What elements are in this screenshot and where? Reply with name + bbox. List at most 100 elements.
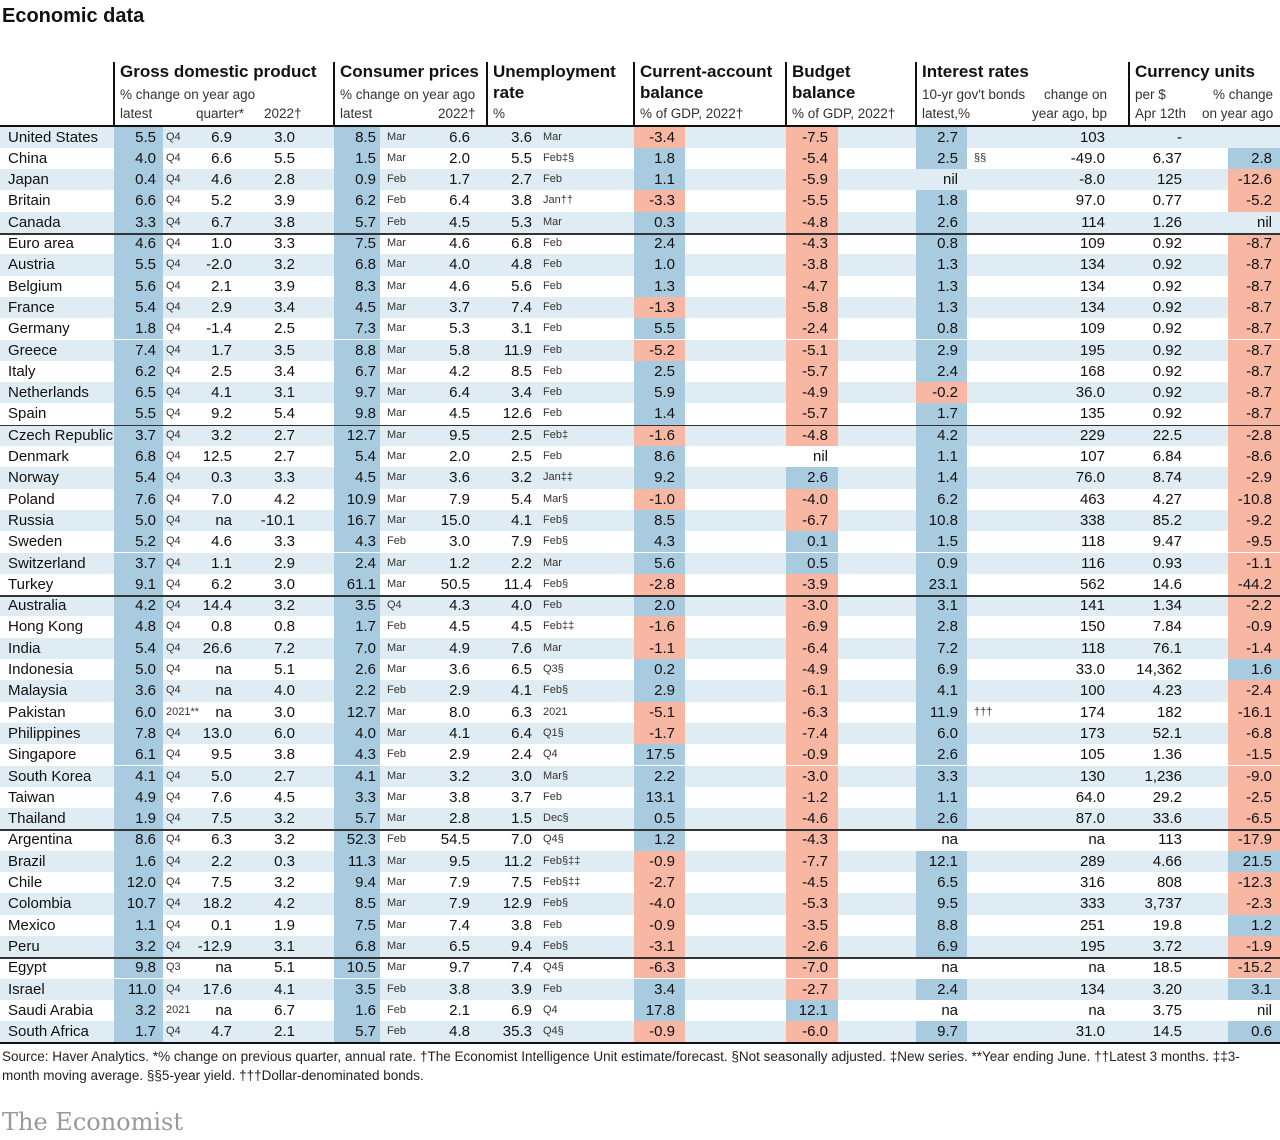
cpi-latest: 3.5 — [355, 980, 376, 998]
unemployment-period: Feb‡§ — [543, 151, 575, 164]
country-name: Austria — [8, 256, 55, 274]
cpi-2022: 2.9 — [449, 746, 470, 764]
gdp-quarter: 0.8 — [211, 618, 232, 636]
currency-change-shade — [1228, 935, 1280, 958]
currency-change: -8.7 — [1246, 362, 1272, 380]
cpi-period: Mar — [387, 961, 406, 974]
cpi-2022: 4.2 — [449, 362, 470, 380]
gdp-quarter: 3.2 — [211, 426, 232, 444]
cpi-latest: 6.8 — [355, 256, 376, 274]
gdp-quarter: -1.4 — [206, 320, 232, 338]
unemployment-rate: 2.4 — [511, 746, 532, 764]
bond-yield-shade — [916, 765, 967, 787]
currency-change-shade — [1228, 595, 1280, 617]
gdp-quarter-header: quarter* — [196, 106, 245, 121]
currency-change-shade — [1228, 403, 1280, 425]
currency-per-header: per $ — [1135, 87, 1166, 102]
gdp-latest-shade — [114, 296, 163, 319]
gdp-latest: 6.2 — [135, 362, 156, 380]
bond-change: 103 — [1079, 128, 1105, 146]
current-account: -0.9 — [649, 916, 675, 934]
cpi-2022: 4.8 — [449, 1023, 470, 1041]
current-account: -2.8 — [649, 575, 675, 593]
table-row: Spain 5.5 Q4 9.2 5.4 9.8 Mar 4.5 12.6 Feb 1.4 -5.7 1… — [0, 403, 1280, 425]
current-account-shade — [634, 957, 685, 979]
gdp-2022: 3.0 — [274, 128, 295, 146]
bond-change: 105 — [1079, 746, 1105, 764]
bond-yield: 1.3 — [937, 256, 958, 274]
table-row: Canada 3.3 Q4 6.7 3.8 5.7 Feb 4.5 5.3 Mar 0.3 -4.8 2… — [0, 211, 1280, 233]
currency-per-dollar: 0.93 — [1152, 554, 1182, 572]
cpi-2022: 1.2 — [449, 554, 470, 572]
cpi-2022: 7.9 — [449, 874, 470, 891]
currency-change-shade — [1228, 360, 1280, 383]
unemployment-period: Q3§ — [543, 663, 564, 675]
table-row: Greece 7.4 Q4 1.7 3.5 8.8 Mar 5.8 11.9 Feb -5.2 -5.… — [0, 339, 1280, 361]
cpi-subheader: % change on year ago — [340, 87, 476, 102]
budget-shade — [786, 829, 838, 851]
cpi-latest-shade — [334, 318, 380, 340]
group-rule — [0, 829, 1280, 831]
cpi-2022: 7.9 — [449, 895, 470, 913]
country-name: France — [8, 298, 55, 316]
gdp-quarter: na — [215, 703, 232, 721]
gdp-latest-shade — [114, 339, 163, 361]
gdp-latest-shade — [114, 531, 163, 553]
currency-per-dollar: 85.2 — [1152, 511, 1182, 529]
current-account-shade — [634, 808, 685, 830]
gdp-quarter: na — [215, 959, 232, 977]
cpi-latest: 7.0 — [355, 639, 376, 657]
gdp-latest-shade — [114, 169, 163, 191]
cpi-2022: 4.1 — [449, 724, 470, 742]
bond-yield: 0.9 — [937, 554, 958, 572]
bond-yield: 2.9 — [937, 341, 958, 359]
gdp-latest: 0.4 — [135, 171, 156, 189]
currency-change: -1.5 — [1246, 746, 1272, 764]
bond-yield-shade — [916, 1021, 967, 1043]
gdp-latest-shade — [114, 509, 163, 532]
current-account-shade — [634, 211, 685, 233]
unemployment-period: Mar§ — [543, 769, 569, 782]
cpi-2022: 3.8 — [449, 980, 470, 998]
gdp-2022: 5.5 — [274, 149, 295, 167]
cpi-period: Feb — [387, 535, 406, 548]
currency-change-shade — [1228, 808, 1280, 830]
cpi-period: Feb — [387, 1025, 406, 1038]
bond-yield-shade — [916, 233, 967, 255]
cpi-latest-shade — [334, 978, 380, 1000]
country-name: Peru — [8, 937, 40, 955]
budget-shade — [786, 872, 838, 894]
bond-change: 118 — [1081, 639, 1105, 657]
budget-shade — [786, 467, 838, 489]
gdp-latest-shade — [114, 680, 163, 702]
budget-balance: -4.6 — [802, 810, 828, 828]
gdp-latest: 4.6 — [135, 235, 156, 252]
current-account-shade — [634, 893, 685, 915]
gdp-quarter: 6.3 — [211, 831, 232, 849]
gdp-period: Q4 — [166, 918, 181, 931]
current-account: 1.3 — [654, 277, 675, 295]
budget-shade — [786, 893, 838, 915]
cpi-2022: 4.5 — [449, 405, 470, 423]
budget-shade — [786, 424, 838, 446]
unemployment-period: Feb — [543, 407, 562, 420]
cpi-2022: 9.5 — [449, 852, 470, 870]
table-row: Britain 6.6 Q4 5.2 3.9 6.2 Feb 6.4 3.8 Jan†† -3.3 -… — [0, 190, 1280, 212]
budget-balance: -2.6 — [802, 937, 828, 955]
gdp-quarter: na — [215, 1001, 232, 1019]
current-account-shade — [634, 531, 685, 553]
gdp-latest: 4.2 — [135, 597, 156, 615]
currency-per-dollar: 14.6 — [1152, 575, 1182, 593]
table-row: Mexico 1.1 Q4 0.1 1.9 7.5 Mar 7.4 3.8 Feb -0.9 -3.5… — [0, 914, 1280, 936]
gdp-2022: 7.2 — [274, 639, 295, 657]
gdp-period: Q4 — [166, 663, 181, 675]
cpi-latest: 4.5 — [355, 469, 376, 487]
gdp-period: Q4 — [166, 237, 181, 249]
bond-yield-shade — [916, 573, 967, 596]
cpi-latest: 4.5 — [355, 298, 376, 316]
cpi-period: Feb — [387, 215, 406, 228]
cpi-period: Mar — [387, 364, 406, 377]
gdp-period: Q4 — [166, 684, 181, 697]
bond-change: na — [1088, 1001, 1105, 1019]
bond-change: 141 — [1079, 597, 1105, 615]
